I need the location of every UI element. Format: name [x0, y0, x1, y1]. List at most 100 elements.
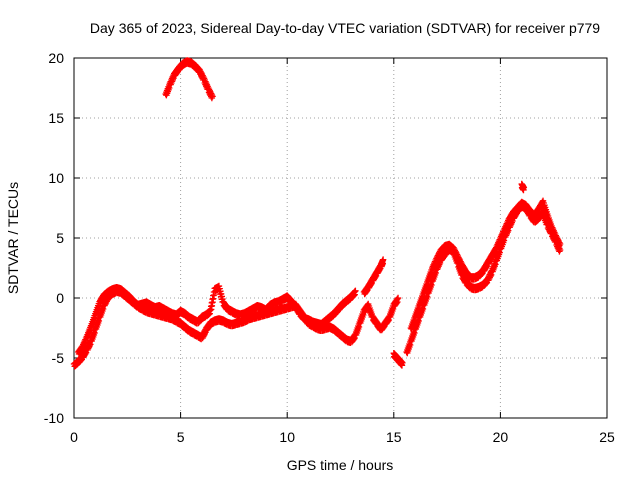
- data-point-marker: [436, 252, 443, 259]
- plot-frame: [73, 57, 608, 419]
- data-point-marker: [208, 302, 216, 309]
- y-tick-label: 10: [48, 170, 64, 186]
- x-tick-label: 0: [70, 429, 78, 445]
- data-point-marker: [210, 295, 217, 302]
- x-tick-label: 5: [177, 429, 185, 445]
- data-point-marker: [411, 317, 418, 325]
- data-point-marker: [406, 341, 414, 349]
- data-point-marker: [434, 255, 442, 262]
- data-point-marker: [352, 287, 359, 294]
- y-tick-label: 15: [48, 110, 64, 126]
- data-point-marker: [351, 334, 358, 342]
- data-point-marker: [360, 311, 367, 319]
- y-tick-label: 5: [56, 230, 64, 246]
- series-rise-upper-band: [407, 197, 564, 333]
- data-point-marker: [95, 303, 103, 310]
- data-point-marker: [389, 305, 397, 313]
- x-tick-label: 20: [493, 429, 509, 445]
- data-point-marker: [433, 256, 441, 264]
- data-point-marker: [199, 334, 206, 342]
- data-point-marker: [520, 184, 528, 191]
- data-point-marker: [209, 299, 216, 306]
- data-point-marker: [492, 248, 499, 255]
- data-point-marker: [496, 239, 503, 246]
- series-spike-around-5h: [162, 57, 216, 102]
- data-point-marker: [367, 281, 375, 288]
- x-tick-label: 15: [386, 429, 402, 445]
- data-point-marker: [424, 281, 431, 289]
- data-point-marker: [85, 345, 92, 352]
- y-tick-labels: -10 -5 0 5 10 15 20: [44, 50, 64, 426]
- data-point-marker: [500, 229, 508, 237]
- data-point-marker: [86, 342, 93, 349]
- data-point-marker: [200, 333, 207, 340]
- data-point-marker: [87, 341, 94, 348]
- grid-layer: [74, 58, 607, 418]
- data-point-marker: [492, 261, 499, 268]
- y-axis-label: SDTVAR / TECUs: [5, 182, 21, 294]
- data-point-marker: [102, 301, 109, 308]
- data-point-marker: [505, 220, 512, 227]
- series-spike-14h: [360, 256, 387, 298]
- data-point-marker: [454, 252, 461, 260]
- data-point-marker: [491, 249, 498, 257]
- y-tick-label: -5: [52, 350, 65, 366]
- data-point-marker: [411, 329, 418, 337]
- data-layer: [70, 57, 564, 370]
- data-point-marker: [91, 315, 98, 322]
- data-point-marker: [419, 293, 427, 301]
- series-isolated-21h: [518, 180, 528, 194]
- data-point-marker: [209, 93, 216, 100]
- data-point-marker: [196, 66, 203, 74]
- series-dip-15h: [390, 350, 406, 369]
- data-point-marker: [87, 327, 94, 334]
- data-point-marker: [77, 347, 85, 355]
- x-tick-label: 10: [279, 429, 295, 445]
- data-point-marker: [101, 302, 108, 309]
- y-tick-label: -10: [44, 410, 64, 426]
- data-point-marker: [432, 259, 439, 267]
- data-point-marker: [399, 359, 406, 366]
- data-point-marker: [487, 273, 494, 280]
- data-point-marker: [84, 346, 91, 354]
- chart-title: Day 365 of 2023, Sidereal Day-to-day VTE…: [90, 20, 600, 36]
- data-point-marker: [394, 298, 401, 306]
- data-point-marker: [552, 232, 560, 239]
- data-point-marker: [486, 274, 493, 281]
- data-point-marker: [206, 310, 213, 317]
- data-point-marker: [207, 306, 215, 313]
- data-point-marker: [372, 273, 379, 281]
- y-tick-label: 20: [48, 50, 64, 66]
- data-point-marker: [428, 269, 435, 277]
- data-point-marker: [351, 291, 358, 298]
- data-point-marker: [415, 305, 422, 313]
- data-point-marker: [350, 292, 358, 299]
- data-point-marker: [85, 344, 93, 351]
- x-tick-label: 25: [599, 429, 615, 445]
- data-point-marker: [482, 264, 490, 271]
- data-point-marker: [394, 294, 402, 302]
- y-tick-label: 0: [56, 290, 64, 306]
- data-point-marker: [556, 248, 563, 255]
- data-point-marker: [200, 332, 208, 339]
- data-point-marker: [201, 330, 208, 337]
- data-point-marker: [385, 316, 393, 324]
- x-axis-label: GPS time / hours: [287, 457, 394, 473]
- data-point-marker: [556, 246, 564, 254]
- data-point-marker: [393, 299, 400, 307]
- data-point-marker: [82, 337, 90, 345]
- data-point-marker: [82, 350, 89, 357]
- data-point-marker: [487, 271, 495, 278]
- series-main-upper-band: [75, 282, 359, 358]
- data-point-marker: [384, 317, 392, 325]
- data-point-marker: [205, 84, 212, 92]
- x-tick-labels: 0 5 10 15 20 25: [70, 429, 615, 445]
- data-point-marker: [350, 335, 358, 343]
- ticks-layer: [73, 57, 608, 419]
- data-point-marker: [556, 240, 564, 248]
- data-point-marker: [487, 257, 494, 264]
- data-point-marker: [355, 323, 363, 331]
- data-point-marker: [450, 244, 457, 251]
- data-point-marker: [91, 329, 98, 337]
